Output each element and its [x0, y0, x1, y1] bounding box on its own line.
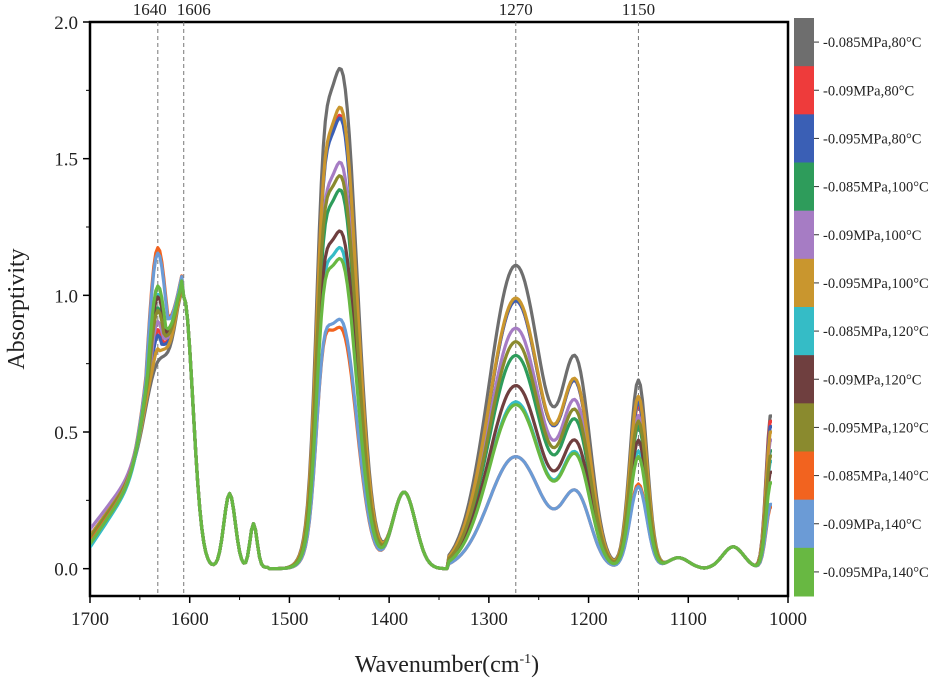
- x-tick-label-1600: 1600: [171, 609, 209, 630]
- x-tick-label-1700: 1700: [71, 609, 109, 630]
- legend-label-11: -0.09MPa,140°C: [823, 517, 921, 533]
- x-tick-label-1500: 1500: [270, 609, 308, 630]
- legend-swatch-9: [794, 403, 814, 452]
- legend-swatch-8: [794, 355, 814, 404]
- x-axis-title-superscript: -1: [520, 652, 532, 667]
- x-tick-label-1400: 1400: [370, 609, 408, 630]
- series-line-6: [91, 105, 773, 571]
- series-line-3: [91, 116, 772, 571]
- legend-label-1: -0.085MPa,80°C: [823, 35, 921, 51]
- legend: -0.085MPa,80°C -0.09MPa,80°C -0.095MPa,80°…: [794, 18, 929, 597]
- legend-label-5: -0.09MPa,100°C: [823, 228, 921, 244]
- series-lines: [91, 66, 773, 571]
- legend-label-12: -0.095MPa,140°C: [823, 565, 929, 581]
- legend-swatch-3: [794, 114, 814, 163]
- legend-swatch-10: [794, 451, 814, 501]
- legend-label-6: -0.095MPa,100°C: [823, 276, 929, 292]
- legend-swatch-5: [794, 210, 814, 260]
- x-tick-label-1200: 1200: [570, 609, 608, 630]
- legend-swatch-6: [794, 258, 814, 308]
- series-line-12: [91, 256, 772, 571]
- legend-swatch-2: [794, 66, 814, 115]
- peak-annotations: 1640 1606 1270 1150: [133, 0, 655, 19]
- annotation-1270: 1270: [499, 0, 533, 19]
- legend-label-2: -0.09MPa,80°C: [823, 83, 914, 99]
- legend-label-9: -0.095MPa,120°C: [823, 420, 929, 436]
- legend-swatch-7: [794, 307, 814, 356]
- legend-label-7: -0.085MPa,120°C: [823, 324, 929, 340]
- y-tick-label-0.5: 0.5: [54, 423, 78, 444]
- annotation-1150: 1150: [622, 0, 655, 19]
- legend-swatch-1: [794, 18, 814, 67]
- y-axis-title: Absorptivity: [4, 248, 30, 369]
- y-tick-label-2.0: 2.0: [54, 13, 78, 34]
- x-axis-title: Wavenumber(cm-1): [355, 652, 539, 678]
- y-axis: 0.0 0.5 1.0 1.5 2.0: [54, 13, 90, 581]
- x-axis: 1700 1600 1500 1400 1300 1200 1100 1000: [71, 596, 807, 630]
- legend-swatch-11: [794, 499, 814, 549]
- legend-label-8: -0.09MPa,120°C: [823, 372, 921, 388]
- x-tick-label-1000: 1000: [769, 609, 807, 630]
- legend-label-10: -0.085MPa,140°C: [823, 469, 929, 485]
- legend-swatch-12: [794, 547, 814, 597]
- x-tick-label-1100: 1100: [670, 609, 707, 630]
- x-tick-label-1300: 1300: [470, 609, 508, 630]
- series-line-1: [91, 66, 772, 571]
- y-tick-label-1.5: 1.5: [54, 150, 78, 171]
- plot-frame: [88, 20, 790, 598]
- series-line-2: [91, 113, 772, 571]
- reference-lines: [157, 22, 639, 596]
- legend-swatch-4: [794, 162, 814, 212]
- y-tick-label-0.0: 0.0: [54, 560, 78, 581]
- legend-label-4: -0.085MPa,100°C: [823, 180, 929, 196]
- annotation-1606: 1606: [177, 0, 211, 19]
- y-tick-label-1.0: 1.0: [54, 286, 78, 307]
- x-axis-title-main: Wavenumber(cm: [355, 652, 520, 678]
- annotation-1640: 1640: [133, 0, 167, 19]
- legend-label-3: -0.095MPa,80°C: [823, 131, 921, 147]
- x-axis-title-close: ): [531, 652, 539, 678]
